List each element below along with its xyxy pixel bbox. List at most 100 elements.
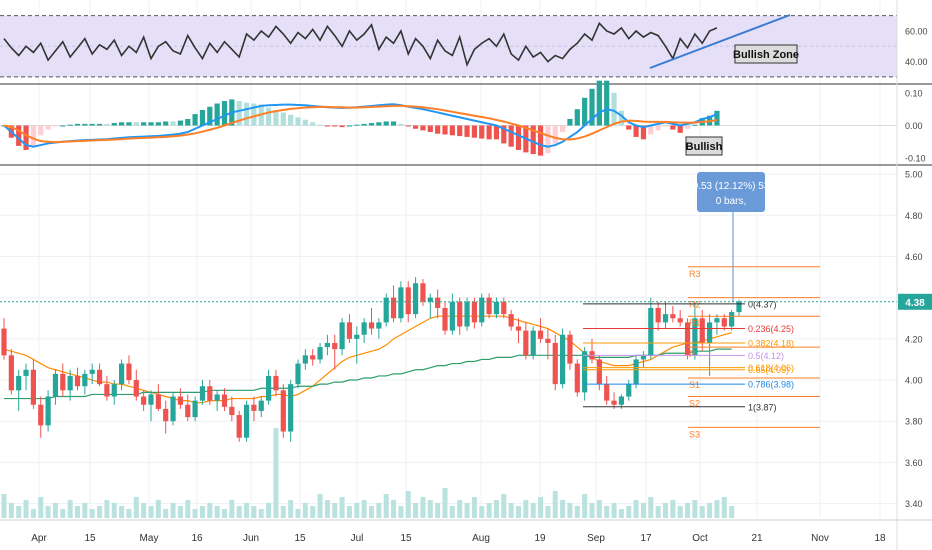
volume-bar: [339, 497, 345, 518]
volume-bar: [229, 500, 235, 518]
candle-down: [141, 396, 147, 405]
macd-histogram-bar: [192, 114, 198, 126]
candle-up: [214, 394, 220, 401]
volume-bar: [427, 500, 433, 518]
candle-down: [332, 342, 338, 350]
time-tick-label: May: [140, 533, 159, 544]
macd-histogram-bar: [74, 123, 81, 126]
moving-average-slow: [4, 348, 732, 400]
macd-histogram-bar: [214, 103, 220, 126]
volume-bar: [545, 506, 551, 518]
macd-histogram-bar: [96, 123, 103, 126]
volume-bar: [251, 506, 257, 518]
macd-histogram-bar: [251, 103, 257, 126]
macd-histogram-bar: [302, 119, 308, 126]
macd-histogram-bar: [626, 125, 632, 130]
candle-up: [582, 351, 588, 393]
macd-histogram-bar: [435, 125, 441, 134]
candle-up: [530, 330, 536, 356]
candle-down: [221, 394, 228, 407]
candle-down: [390, 297, 397, 319]
volume-bar: [119, 506, 125, 518]
candle-down: [670, 314, 676, 319]
candle-down: [163, 408, 169, 422]
volume-bar: [104, 500, 110, 518]
macd-histogram-bar: [133, 122, 139, 126]
measure-label-bars: 0 bars,: [716, 196, 747, 207]
volume-bar: [633, 500, 639, 518]
candle-up: [339, 322, 345, 350]
candle-down: [486, 297, 492, 315]
price-tick-label: 4.60: [905, 252, 923, 262]
volume-bar: [648, 497, 654, 518]
fib-label: 0.618(4.06): [748, 363, 794, 373]
macd-histogram-bar: [633, 125, 639, 137]
pivot-label: P: [689, 349, 695, 359]
macd-histogram-bar: [280, 112, 286, 126]
candle-down: [611, 400, 617, 405]
candle-up: [449, 301, 455, 331]
macd-histogram-bar: [60, 125, 66, 127]
rsi-tick-label: 40.00: [905, 57, 928, 67]
candle-up: [52, 373, 59, 397]
candle-up: [317, 347, 323, 360]
candle-up: [199, 386, 206, 401]
macd-histogram-bar: [119, 122, 125, 126]
macd-histogram-bar: [163, 121, 169, 126]
candle-down: [508, 314, 514, 327]
candle-down: [471, 301, 477, 323]
macd-histogram-bar: [273, 110, 279, 126]
candle-up: [633, 359, 639, 385]
candle-down: [251, 404, 257, 411]
macd-histogram-bar: [413, 125, 419, 129]
volume-bar: [442, 488, 448, 518]
pivot-label: R2: [689, 300, 701, 310]
macd-histogram-bar: [67, 124, 73, 126]
rsi-tick-label: 60.00: [905, 26, 928, 36]
volume-bar: [471, 497, 477, 518]
rsi-annotation-box: [734, 44, 798, 64]
macd-histogram-bar: [111, 123, 117, 126]
macd-histogram-bar: [420, 125, 426, 131]
candle-down: [567, 334, 573, 364]
macd-histogram-bar: [405, 125, 411, 127]
macd-histogram-bar: [501, 125, 507, 144]
volume-bar: [523, 500, 529, 518]
macd-histogram-bar: [368, 123, 375, 126]
volume-bar: [155, 500, 161, 518]
candle-up: [119, 363, 125, 385]
volume-bar: [413, 503, 419, 518]
measure-box: [697, 172, 765, 212]
candle-down: [38, 404, 44, 426]
candle-up: [398, 287, 404, 319]
volume-bar: [111, 503, 117, 518]
macd-histogram-bar: [177, 120, 183, 126]
volume-bar: [199, 506, 205, 518]
volume-bar: [574, 506, 580, 518]
candle-up: [170, 396, 176, 422]
volume-bar: [479, 506, 485, 518]
volume-bar: [707, 503, 713, 518]
candle-down: [8, 355, 14, 391]
volume-bar: [729, 506, 735, 518]
volume-bar: [699, 506, 705, 518]
macd-histogram-bar: [126, 122, 132, 126]
candle-up: [493, 301, 500, 315]
macd-histogram-bar: [52, 125, 59, 127]
last-price-badge: [898, 293, 932, 310]
macd-tick-label: 0.00: [905, 121, 923, 131]
volume-bar: [177, 506, 183, 518]
macd-histogram-bar: [383, 121, 389, 126]
macd-histogram-bar: [449, 125, 455, 136]
volume-bar: [530, 503, 536, 518]
volume-bar: [420, 497, 426, 518]
volume-bar: [464, 503, 470, 518]
candle-up: [560, 334, 566, 385]
candle-up: [692, 318, 698, 356]
volume-bar: [354, 503, 360, 518]
last-price-label: 4.38: [905, 298, 925, 309]
macd-histogram-bar: [82, 123, 88, 126]
macd-tick-label: 0.10: [905, 88, 923, 98]
macd-histogram-bar: [684, 125, 691, 129]
